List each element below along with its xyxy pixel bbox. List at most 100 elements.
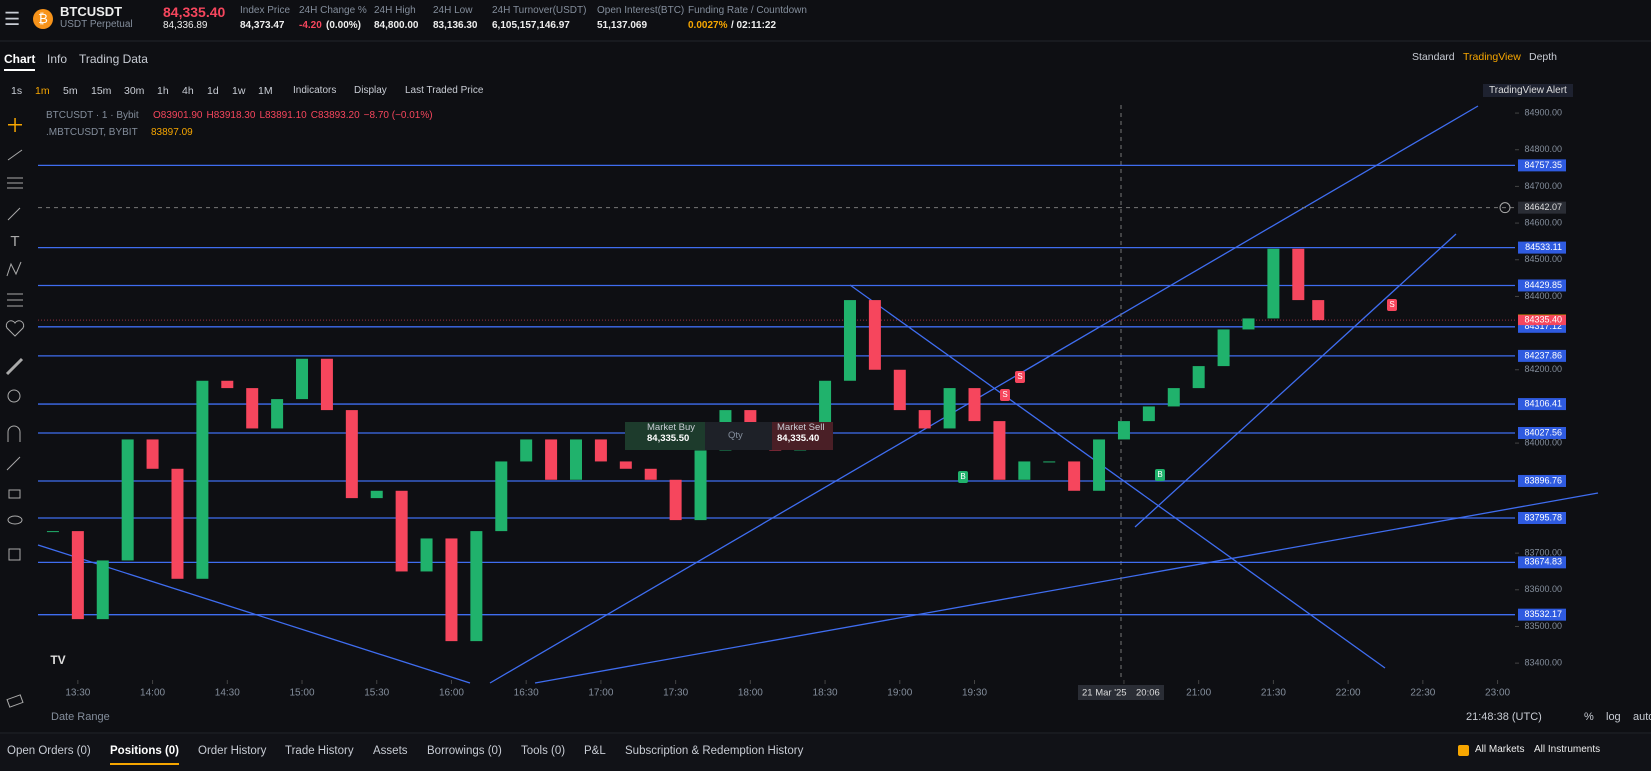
- tool-icon[interactable]: [5, 320, 25, 337]
- bottom-tab[interactable]: Trade History: [285, 745, 354, 757]
- candle: [644, 468, 657, 480]
- order-box: Market Buy 84,335.50 Qty Market Sell 84,33…: [625, 422, 833, 450]
- tab[interactable]: Chart: [4, 52, 36, 71]
- bottom-tab[interactable]: Borrowings (0): [427, 745, 502, 757]
- all-markets[interactable]: All Markets: [1475, 744, 1525, 755]
- menu-icon[interactable]: ☰: [4, 9, 21, 29]
- stat-value: 83,136.30: [433, 20, 478, 31]
- tool-icon[interactable]: [5, 357, 24, 376]
- candle: [1167, 388, 1180, 407]
- alert-button[interactable]: TradingView Alert: [1483, 84, 1573, 97]
- sell-button[interactable]: Market Sell 84,335.40: [772, 422, 833, 450]
- bottom-panel: [0, 734, 1651, 771]
- menu[interactable]: Indicators: [293, 85, 337, 96]
- interval[interactable]: 1w: [232, 85, 246, 97]
- candle: [594, 439, 607, 462]
- bottom-tab[interactable]: Assets: [373, 745, 408, 757]
- ohlc-value: L83891.10: [259, 110, 307, 121]
- tool-icon[interactable]: [8, 548, 21, 561]
- candle: [1242, 318, 1255, 330]
- all-instruments[interactable]: All Instruments: [1534, 744, 1601, 755]
- left-toolbar: T TV: [5, 118, 66, 708]
- last-price: 84,335.40: [163, 4, 226, 20]
- tool-icon[interactable]: [7, 389, 21, 403]
- stat-value: 6,105,157,146.97: [492, 20, 570, 31]
- tool-icon[interactable]: [6, 261, 22, 277]
- candle: [1018, 461, 1031, 480]
- level-label: 84317.12: [1524, 321, 1562, 331]
- scale-option[interactable]: auto: [1633, 711, 1651, 723]
- interval[interactable]: 1s: [11, 85, 23, 97]
- candle: [121, 439, 134, 561]
- bottom-tab[interactable]: Tools (0): [521, 745, 566, 757]
- ohlc-value: O83901.90: [153, 110, 203, 121]
- interval[interactable]: 5m: [63, 85, 78, 97]
- bottom-tab[interactable]: Open Orders (0): [7, 745, 91, 757]
- menu[interactable]: Display: [354, 85, 387, 96]
- y-tick-label: 84600.00: [1524, 217, 1562, 227]
- tab[interactable]: Trading Data: [79, 52, 148, 66]
- tool-icon[interactable]: [8, 489, 21, 499]
- level-label: 84757.35: [1524, 160, 1562, 170]
- level-label: 84237.86: [1524, 350, 1562, 360]
- x-tick-label: 16:30: [514, 688, 539, 699]
- candle: [918, 410, 931, 429]
- interval[interactable]: 1d: [207, 85, 219, 97]
- interval[interactable]: 15m: [91, 85, 112, 97]
- view-tab[interactable]: Depth: [1529, 51, 1558, 63]
- menu[interactable]: Last Traded Price: [405, 85, 484, 96]
- view-tab[interactable]: TradingView: [1463, 51, 1521, 63]
- tool-icon[interactable]: [6, 456, 21, 471]
- x-tick-label: 13:30: [65, 688, 90, 699]
- crosshair-price-label: 84642.07: [1524, 202, 1562, 212]
- qty[interactable]: Qty: [728, 430, 743, 441]
- date-range[interactable]: Date Range: [51, 711, 110, 723]
- x-tick-label: 15:00: [290, 688, 315, 699]
- interval[interactable]: 1m: [35, 85, 50, 97]
- legend-series: BTCUSDT · 1 · Bybit: [46, 110, 139, 121]
- bottom-tab[interactable]: Order History: [198, 745, 267, 757]
- tool-icon[interactable]: [14, 118, 16, 132]
- stat-label: Funding Rate / Countdown: [688, 5, 807, 16]
- y-tick-label: 83700.00: [1524, 547, 1562, 557]
- y-tick-label: 84500.00: [1524, 254, 1562, 264]
- trade-marker-label: B: [1157, 470, 1162, 479]
- tool-icon[interactable]: [7, 425, 21, 442]
- tool-icon[interactable]: T: [10, 233, 19, 250]
- tool-icon[interactable]: [7, 149, 23, 161]
- interval[interactable]: 1h: [157, 85, 169, 97]
- x-tick-label: 22:00: [1336, 688, 1361, 699]
- candle: [395, 490, 408, 572]
- tool-icon[interactable]: [7, 177, 23, 189]
- symbol[interactable]: BTCUSDT: [60, 4, 123, 19]
- tab[interactable]: Info: [47, 52, 68, 66]
- candle: [370, 490, 383, 499]
- level-tag: [1518, 241, 1566, 254]
- interval[interactable]: 4h: [182, 85, 194, 97]
- candle: [46, 531, 59, 533]
- ohlc-change: −8.70 (−0.01%): [363, 110, 433, 121]
- tool-icon[interactable]: [7, 207, 21, 221]
- interval[interactable]: 30m: [124, 85, 145, 97]
- bottom-tab[interactable]: Subscription & Redemption History: [625, 745, 804, 757]
- scale-option[interactable]: log: [1606, 711, 1621, 723]
- stat-value: 84,373.47: [240, 20, 285, 31]
- candle: [1267, 248, 1280, 319]
- scale-option[interactable]: %: [1584, 711, 1594, 723]
- bottom-tab[interactable]: P&L: [584, 745, 606, 757]
- buy-button[interactable]: Market Buy 84,335.50: [625, 422, 705, 450]
- tool-icon[interactable]: [7, 293, 23, 307]
- level-label: 83896.76: [1524, 475, 1562, 485]
- tv-logo: TV: [50, 653, 65, 667]
- level-label: 84027.56: [1524, 427, 1562, 437]
- trade-marker: [1015, 371, 1025, 383]
- checkbox[interactable]: [1458, 745, 1469, 756]
- x-tick-label: 18:30: [813, 688, 838, 699]
- interval[interactable]: 1M: [258, 85, 273, 97]
- view-tab[interactable]: Standard: [1412, 51, 1455, 63]
- bottom-tab[interactable]: Positions (0): [110, 745, 180, 765]
- tool-icon[interactable]: [7, 515, 23, 525]
- tool-icon[interactable]: [6, 694, 24, 708]
- candle: [196, 380, 209, 579]
